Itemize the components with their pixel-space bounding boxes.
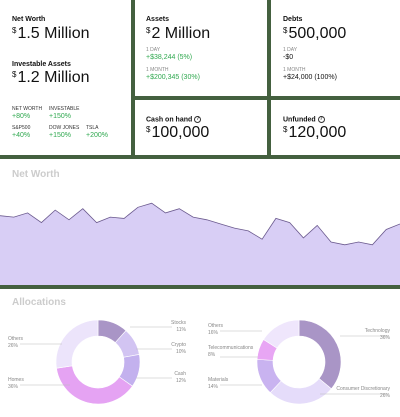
donut-label-others: Others 26% [8, 336, 24, 349]
debts-day-label: 1 DAY [283, 47, 298, 53]
assets-day-label: 1 DAY [146, 47, 161, 53]
net-worth-area-line [0, 202, 400, 246]
debts-day-change: -$0 [283, 54, 294, 61]
debts-value: $500,000 [283, 25, 347, 42]
donut-slice-technology [298, 319, 342, 390]
donut-label-crypto: Crypto 10% [171, 342, 186, 355]
net-worth-area-chart [0, 202, 400, 285]
comparison-label: NET WORTH [12, 106, 43, 112]
net-worth-value: $1.5 Million [12, 25, 90, 42]
net-worth-chart-card: Net Worth [0, 159, 400, 285]
assets-card: Assets $2 Million 1 DAY +$38,244 (5%) 1 … [135, 0, 267, 96]
donut-label-cash: Cash 12% [174, 371, 186, 384]
allocation-donuts [20, 319, 388, 405]
unfunded-value: $120,000 [283, 124, 347, 141]
donut-label-stocks: Stocks 11% [170, 320, 186, 333]
debts-card: Debts $500,000 1 DAY -$0 1 MONTH +$24,00… [271, 0, 400, 96]
comparison-value: +150% [49, 132, 71, 139]
allocation-donut-sectors [256, 319, 342, 405]
net-worth-area-fill [0, 203, 400, 285]
donut-label-materials: Materials 14% [208, 377, 229, 390]
donut-label-telecommunications: Telecommunications 8% [208, 345, 254, 358]
cash-card: Cash on hand? $100,000 [135, 100, 267, 155]
allocations-title: Allocations [12, 297, 66, 308]
assets-day-change: +$38,244 (5%) [146, 54, 193, 61]
comparison-label: DOW JONES [49, 125, 80, 131]
cash-value: $100,000 [146, 124, 210, 141]
unfunded-title: Unfunded? [283, 116, 325, 124]
investable-value: $1.2 Million [12, 69, 90, 86]
comparison-value: +80% [12, 113, 31, 120]
comparison-label: TSLA [86, 125, 99, 131]
comparison-label: INVESTABLE [49, 106, 80, 112]
assets-month-label: 1 MONTH [146, 67, 169, 73]
donut-slice-others [263, 319, 300, 349]
donut-label-others: Others 16% [208, 323, 224, 336]
debts-title: Debts [283, 16, 303, 23]
donut-leader-lines [20, 326, 388, 395]
comparison-value: +200% [86, 132, 108, 139]
debts-month-change: +$24,000 (100%) [283, 74, 337, 81]
donut-slice-others [55, 319, 99, 369]
assets-month-change: +$200,345 (30%) [146, 74, 200, 81]
comparison-label: S&P500 [12, 125, 31, 131]
allocations-card: Allocations Others 26% Homes 36% Stocks … [0, 289, 400, 417]
donut-label-consumer-discretionary: Consumer Discretionary 26% [336, 386, 390, 399]
assets-title: Assets [146, 16, 169, 23]
info-icon[interactable]: ? [317, 116, 325, 123]
donut-label-homes: Homes 36% [8, 377, 24, 390]
allocation-donut-assets [55, 319, 141, 405]
net-worth-card: Net Worth $1.5 Million Investable Assets… [0, 0, 131, 155]
net-worth-title: Net Worth [12, 16, 46, 23]
debts-month-label: 1 MONTH [283, 67, 306, 73]
assets-value: $2 Million [146, 25, 211, 42]
unfunded-card: Unfunded? $120,000 [271, 100, 400, 155]
comparison-value: +150% [49, 113, 71, 120]
net-worth-chart-title: Net Worth [12, 169, 60, 180]
donut-label-technology: Technology 36% [364, 328, 390, 341]
info-icon[interactable]: ? [194, 116, 202, 123]
comparison-value: +40% [12, 132, 31, 139]
investable-title: Investable Assets [12, 61, 71, 68]
cash-title: Cash on hand? [146, 116, 202, 124]
